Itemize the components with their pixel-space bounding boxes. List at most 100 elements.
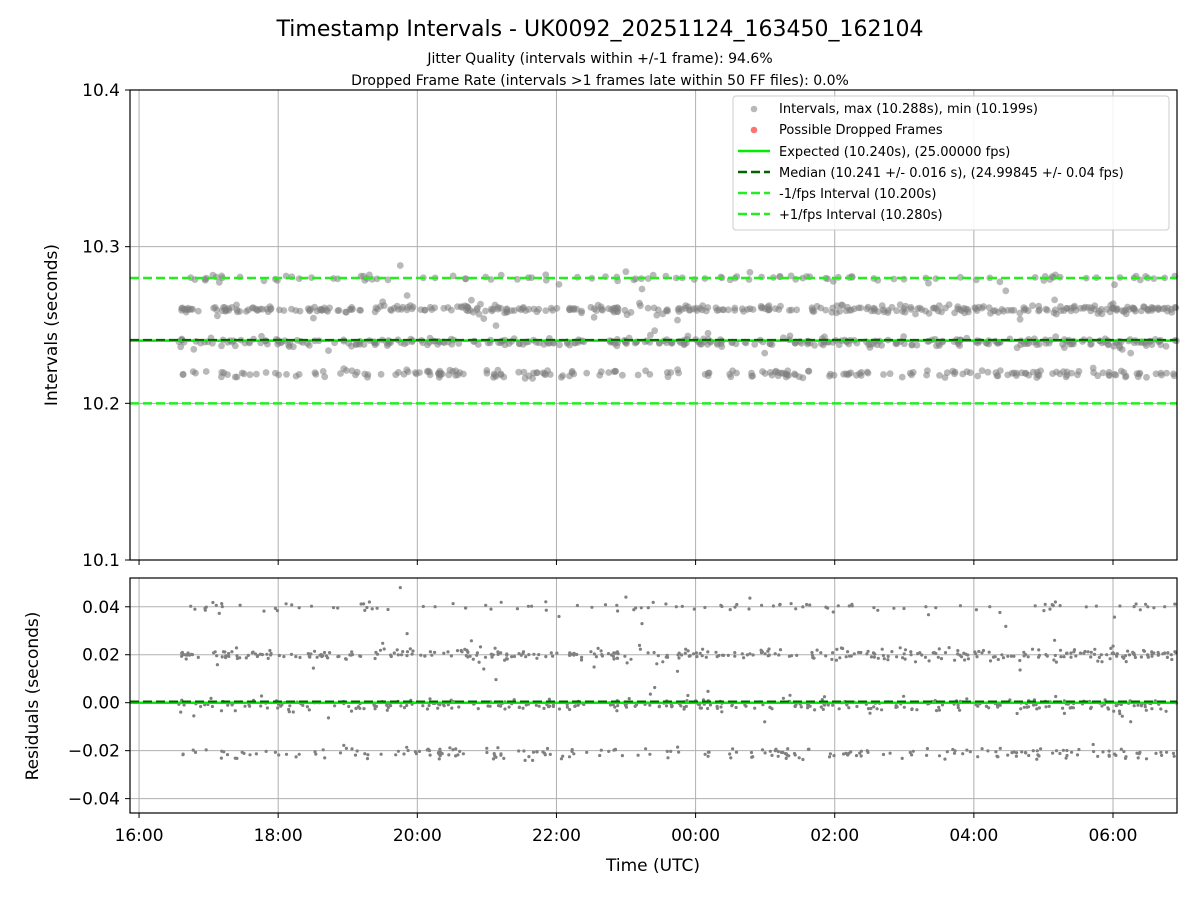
residual-point — [1159, 707, 1163, 711]
residual-point — [1022, 705, 1026, 709]
interval-point — [364, 371, 372, 378]
interval-point — [612, 368, 619, 375]
interval-point — [833, 309, 840, 317]
residual-point — [219, 709, 224, 713]
residual-point — [503, 707, 507, 711]
interval-point — [357, 307, 364, 314]
residual-point — [1018, 668, 1022, 672]
interval-point — [541, 370, 548, 378]
residual-point — [902, 652, 906, 656]
intervals-panel: 10.1 10.2 10.3 10.4 Intervals (seconds) Int… — [42, 81, 1180, 571]
interval-point — [275, 371, 283, 379]
residual-point — [457, 705, 461, 709]
residual-point — [213, 650, 217, 654]
residual-point — [1171, 751, 1176, 756]
residual-point — [548, 704, 552, 708]
residual-point — [362, 602, 366, 606]
residual-point — [666, 756, 670, 760]
residual-point — [1112, 709, 1116, 713]
residual-point — [1000, 653, 1004, 657]
residual-point — [496, 746, 500, 750]
residual-point — [726, 653, 730, 658]
interval-point — [515, 305, 523, 312]
residual-point — [461, 752, 465, 756]
residual-point — [350, 650, 354, 654]
residual-point — [305, 705, 309, 709]
residual-point — [766, 649, 770, 653]
x-tick-label: 18:00 — [254, 826, 303, 846]
residual-point — [742, 656, 746, 660]
residual-point — [379, 752, 383, 756]
residual-point — [1006, 753, 1010, 757]
interval-point — [318, 307, 326, 314]
residual-point — [1009, 654, 1014, 658]
residual-point — [637, 643, 642, 648]
residual-point — [1118, 604, 1122, 608]
residual-point — [189, 604, 193, 608]
residual-point — [430, 653, 434, 657]
residual-point — [557, 614, 561, 619]
residual-point — [808, 603, 812, 607]
interval-point — [830, 371, 838, 379]
interval-point — [663, 369, 671, 376]
residual-point — [219, 756, 223, 760]
interval-point — [675, 304, 683, 312]
residual-point — [370, 607, 374, 611]
residual-point — [745, 653, 750, 657]
residual-point — [259, 704, 263, 708]
residual-point — [209, 696, 213, 701]
residual-point — [1074, 654, 1078, 658]
interval-point — [296, 307, 304, 315]
interval-point — [884, 307, 892, 314]
residual-point — [203, 703, 207, 707]
residual-point — [984, 704, 989, 708]
residual-point — [902, 694, 906, 698]
residual-point — [572, 653, 576, 657]
residual-point — [677, 656, 681, 660]
residual-point — [988, 605, 992, 609]
residual-point — [859, 749, 864, 753]
interval-point — [924, 367, 931, 374]
residual-point — [492, 752, 496, 756]
residual-point — [965, 748, 969, 752]
residual-point — [1044, 653, 1048, 657]
residual-point — [924, 605, 928, 609]
residual-point — [1061, 748, 1065, 752]
residual-point — [612, 657, 616, 661]
residual-point — [773, 749, 777, 753]
residual-point — [1037, 655, 1041, 659]
residual-point — [572, 752, 576, 756]
residual-point — [447, 753, 451, 757]
residual-point — [794, 607, 798, 611]
residual-point — [1096, 754, 1100, 759]
residual-point — [260, 653, 264, 657]
residual-point — [203, 608, 207, 612]
residual-point — [1124, 755, 1128, 759]
residual-point — [1023, 750, 1028, 755]
intervals-y-axis-label: Intervals (seconds) — [42, 244, 62, 406]
residual-point — [1117, 709, 1122, 713]
residual-point — [831, 610, 835, 614]
residual-point — [438, 703, 442, 707]
residual-point — [1150, 707, 1154, 711]
residual-point — [442, 651, 446, 655]
residual-point — [532, 652, 536, 656]
residual-point — [238, 603, 242, 607]
residual-point — [227, 654, 231, 659]
residual-point — [751, 755, 755, 759]
residual-point — [677, 750, 681, 754]
residual-point — [845, 703, 849, 707]
residual-point — [476, 707, 480, 711]
residual-point — [557, 707, 562, 711]
residual-point — [1097, 655, 1101, 660]
residual-point — [1027, 753, 1031, 758]
residual-point — [706, 750, 711, 754]
residual-point — [648, 692, 653, 696]
residual-point — [778, 648, 783, 652]
interval-point — [463, 303, 471, 310]
residual-point — [374, 704, 379, 709]
residual-point — [523, 758, 527, 763]
residual-point — [1160, 753, 1164, 758]
residual-point — [363, 608, 367, 613]
residual-point — [850, 602, 854, 606]
